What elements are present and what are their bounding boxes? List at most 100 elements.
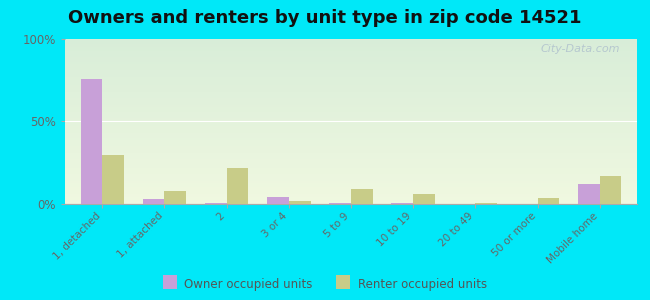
Bar xyxy=(65,184,637,186)
Bar xyxy=(475,203,497,204)
Bar xyxy=(65,140,637,141)
Bar xyxy=(65,145,637,146)
Bar xyxy=(65,52,637,54)
Bar xyxy=(65,176,637,178)
Bar xyxy=(454,203,475,204)
Bar xyxy=(65,83,637,85)
Bar xyxy=(65,70,637,72)
Bar xyxy=(65,125,637,126)
Bar xyxy=(65,39,637,40)
Bar xyxy=(65,88,637,90)
Bar xyxy=(65,92,637,93)
Bar xyxy=(65,50,637,52)
Bar xyxy=(413,194,435,204)
Bar xyxy=(65,69,637,70)
Bar xyxy=(65,67,637,69)
Bar xyxy=(65,65,637,67)
Bar xyxy=(65,49,637,50)
Bar xyxy=(65,56,637,57)
Bar xyxy=(65,138,637,140)
Bar xyxy=(65,102,637,103)
Bar xyxy=(330,203,351,204)
Bar xyxy=(65,171,637,172)
Bar xyxy=(65,186,637,188)
Bar xyxy=(65,42,637,44)
Bar xyxy=(65,110,637,112)
Bar xyxy=(65,82,637,83)
Bar xyxy=(65,196,637,197)
Bar xyxy=(65,80,637,82)
Bar xyxy=(65,40,637,42)
Bar xyxy=(65,79,637,80)
Bar xyxy=(65,123,637,125)
Bar xyxy=(65,151,637,153)
Bar xyxy=(65,105,637,106)
Bar xyxy=(65,62,637,64)
Bar xyxy=(65,85,637,87)
Bar xyxy=(164,191,187,204)
Bar xyxy=(65,181,637,182)
Bar xyxy=(65,191,637,193)
Bar xyxy=(65,166,637,168)
Bar xyxy=(65,90,637,92)
Bar xyxy=(65,115,637,116)
Bar xyxy=(65,154,637,156)
Bar xyxy=(65,201,637,202)
Bar xyxy=(578,184,600,204)
Bar xyxy=(65,188,637,189)
Bar xyxy=(81,79,102,204)
Bar xyxy=(65,106,637,108)
Bar xyxy=(65,97,637,98)
Bar xyxy=(65,122,637,123)
Bar xyxy=(65,57,637,59)
Bar xyxy=(65,103,637,105)
Bar xyxy=(65,178,637,179)
Bar xyxy=(65,136,637,138)
Bar xyxy=(65,93,637,95)
Bar xyxy=(65,113,637,115)
Bar xyxy=(65,131,637,133)
Bar xyxy=(65,153,637,154)
Bar xyxy=(205,203,227,204)
Bar xyxy=(65,100,637,102)
Bar xyxy=(65,179,637,181)
Bar xyxy=(65,135,637,136)
Bar xyxy=(65,156,637,158)
Bar xyxy=(65,168,637,169)
Bar xyxy=(289,201,311,204)
Bar xyxy=(65,202,637,204)
Bar xyxy=(65,95,637,97)
Bar xyxy=(65,44,637,46)
Bar xyxy=(65,75,637,77)
Bar xyxy=(65,193,637,194)
Bar xyxy=(65,158,637,159)
Bar xyxy=(391,203,413,204)
Bar xyxy=(65,108,637,110)
Bar xyxy=(65,197,637,199)
Bar xyxy=(65,47,637,49)
Bar xyxy=(65,54,637,56)
Bar xyxy=(65,174,637,176)
Bar xyxy=(65,163,637,164)
Bar xyxy=(65,164,637,166)
Bar xyxy=(65,98,637,100)
Legend: Owner occupied units, Renter occupied units: Owner occupied units, Renter occupied un… xyxy=(163,278,487,291)
Bar xyxy=(65,130,637,131)
Bar xyxy=(65,146,637,148)
Bar xyxy=(65,189,637,191)
Text: Owners and renters by unit type in zip code 14521: Owners and renters by unit type in zip c… xyxy=(68,9,582,27)
Bar xyxy=(65,64,637,65)
Bar xyxy=(65,77,637,79)
Bar xyxy=(65,60,637,62)
Bar xyxy=(65,141,637,143)
Bar xyxy=(65,159,637,161)
Bar xyxy=(65,148,637,149)
Bar xyxy=(65,161,637,163)
Bar xyxy=(65,126,637,128)
Bar xyxy=(600,176,621,204)
Bar xyxy=(65,143,637,145)
Bar xyxy=(65,46,637,47)
Bar xyxy=(351,189,372,204)
Bar xyxy=(65,182,637,184)
Bar xyxy=(65,120,637,122)
